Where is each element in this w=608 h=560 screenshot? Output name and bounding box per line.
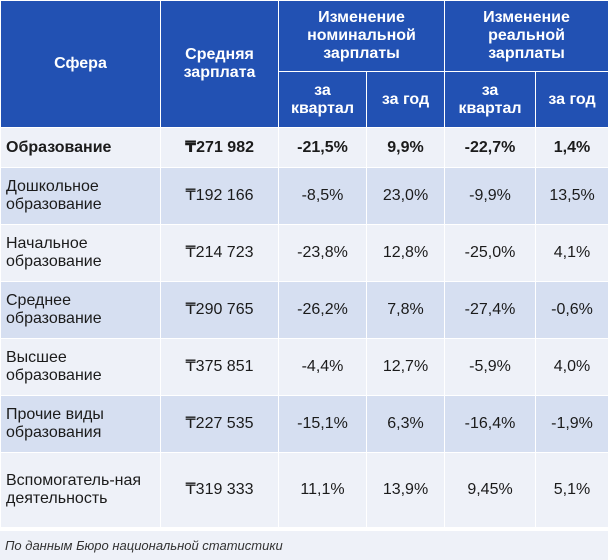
cell-nominal-year: 12,8%	[365, 224, 446, 282]
cell-real-year: -0,6%	[535, 281, 608, 339]
table-row: Образование ₸271 982 -21,5% 9,9% -22,7% …	[0, 127, 608, 168]
cell-sphere: Вспомогатель-ная деятельность	[0, 452, 161, 528]
cell-real-quarter: -9,9%	[444, 167, 537, 225]
header-nominal-change: Изменение номинальной зарплаты	[277, 0, 446, 72]
cell-sphere: Прочие виды образования	[0, 395, 161, 453]
cell-avg-salary: ₸290 765	[160, 281, 279, 339]
header-sphere: Сфера	[0, 0, 161, 128]
cell-nominal-year: 13,9%	[365, 452, 446, 528]
cell-real-quarter: -25,0%	[444, 224, 537, 282]
cell-avg-salary: ₸214 723	[160, 224, 279, 282]
cell-nominal-quarter: -26,2%	[278, 281, 367, 339]
cell-sphere: Среднее образование	[0, 281, 161, 339]
table-row: Среднее образование ₸290 765 -26,2% 7,8%…	[0, 281, 608, 339]
cell-real-year: 13,5%	[535, 167, 608, 225]
header-avg-salary: Средняя зарплата	[160, 0, 279, 128]
cell-sphere: Высшее образование	[0, 338, 161, 396]
table-row: Прочие виды образования ₸227 535 -15,1% …	[0, 395, 608, 453]
cell-nominal-quarter: -23,8%	[278, 224, 367, 282]
cell-real-quarter: -5,9%	[444, 338, 537, 396]
cell-sphere: Образование	[0, 127, 161, 168]
cell-nominal-year: 9,9%	[365, 127, 446, 168]
cell-avg-salary: ₸192 166	[160, 167, 279, 225]
cell-real-quarter: 9,45%	[444, 452, 537, 528]
cell-nominal-quarter: 11,1%	[278, 452, 367, 528]
header-real-year: за год	[535, 71, 608, 128]
header-real-quarter: за квартал	[444, 71, 537, 128]
cell-nominal-year: 23,0%	[365, 167, 446, 225]
cell-real-quarter: -27,4%	[444, 281, 537, 339]
cell-avg-salary: ₸319 333	[160, 452, 279, 528]
cell-avg-salary: ₸227 535	[160, 395, 279, 453]
cell-avg-salary: ₸375 851	[160, 338, 279, 396]
cell-nominal-year: 12,7%	[365, 338, 446, 396]
header-real-change: Изменение реальной зарплаты	[444, 0, 608, 72]
cell-nominal-quarter: -4,4%	[278, 338, 367, 396]
cell-real-year: -1,9%	[535, 395, 608, 453]
header-nominal-quarter: за квартал	[278, 71, 367, 128]
cell-real-year: 4,0%	[535, 338, 608, 396]
source-note: По данным Бюро национальной статистики	[0, 531, 608, 560]
table-row: Начальное образование ₸214 723 -23,8% 12…	[0, 224, 608, 282]
cell-nominal-year: 7,8%	[365, 281, 446, 339]
header-nominal-year: за год	[365, 71, 446, 128]
cell-real-year: 4,1%	[535, 224, 608, 282]
table-row: Высшее образование ₸375 851 -4,4% 12,7% …	[0, 338, 608, 396]
cell-avg-salary: ₸271 982	[160, 127, 279, 168]
table-row: Дошкольное образование ₸192 166 -8,5% 23…	[0, 167, 608, 225]
cell-nominal-year: 6,3%	[365, 395, 446, 453]
cell-real-quarter: -16,4%	[444, 395, 537, 453]
cell-nominal-quarter: -8,5%	[278, 167, 367, 225]
cell-sphere: Начальное образование	[0, 224, 161, 282]
table-row: Вспомогатель-ная деятельность ₸319 333 1…	[0, 452, 608, 528]
cell-nominal-quarter: -15,1%	[278, 395, 367, 453]
cell-real-year: 5,1%	[535, 452, 608, 528]
cell-nominal-quarter: -21,5%	[278, 127, 367, 168]
salary-table: Сфера Средняя зарплата Изменение номинал…	[0, 0, 608, 528]
cell-sphere: Дошкольное образование	[0, 167, 161, 225]
cell-real-year: 1,4%	[535, 127, 608, 168]
cell-real-quarter: -22,7%	[444, 127, 537, 168]
